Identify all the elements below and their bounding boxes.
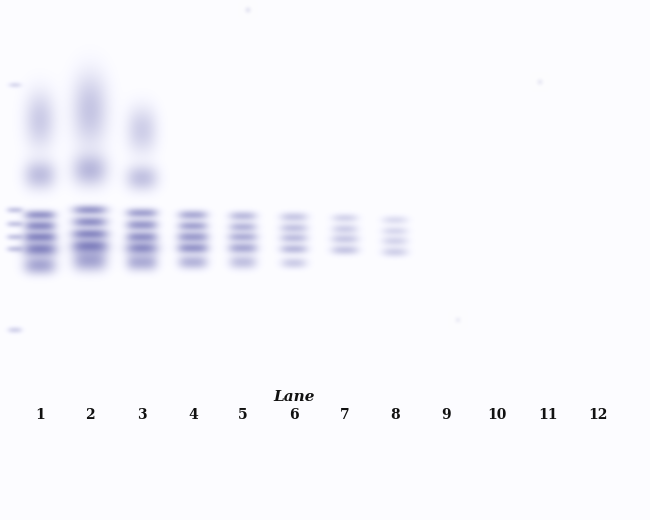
- Text: 11: 11: [538, 408, 558, 422]
- Text: 6: 6: [289, 408, 299, 422]
- Text: 7: 7: [340, 408, 350, 422]
- Text: 3: 3: [137, 408, 147, 422]
- Text: 9: 9: [441, 408, 451, 422]
- Text: 5: 5: [238, 408, 248, 422]
- Text: 4: 4: [188, 408, 198, 422]
- Text: 8: 8: [390, 408, 400, 422]
- Text: 2: 2: [85, 408, 95, 422]
- Text: 12: 12: [588, 408, 608, 422]
- Text: Lane: Lane: [273, 390, 315, 404]
- Text: 10: 10: [488, 408, 507, 422]
- Text: 1: 1: [35, 408, 45, 422]
